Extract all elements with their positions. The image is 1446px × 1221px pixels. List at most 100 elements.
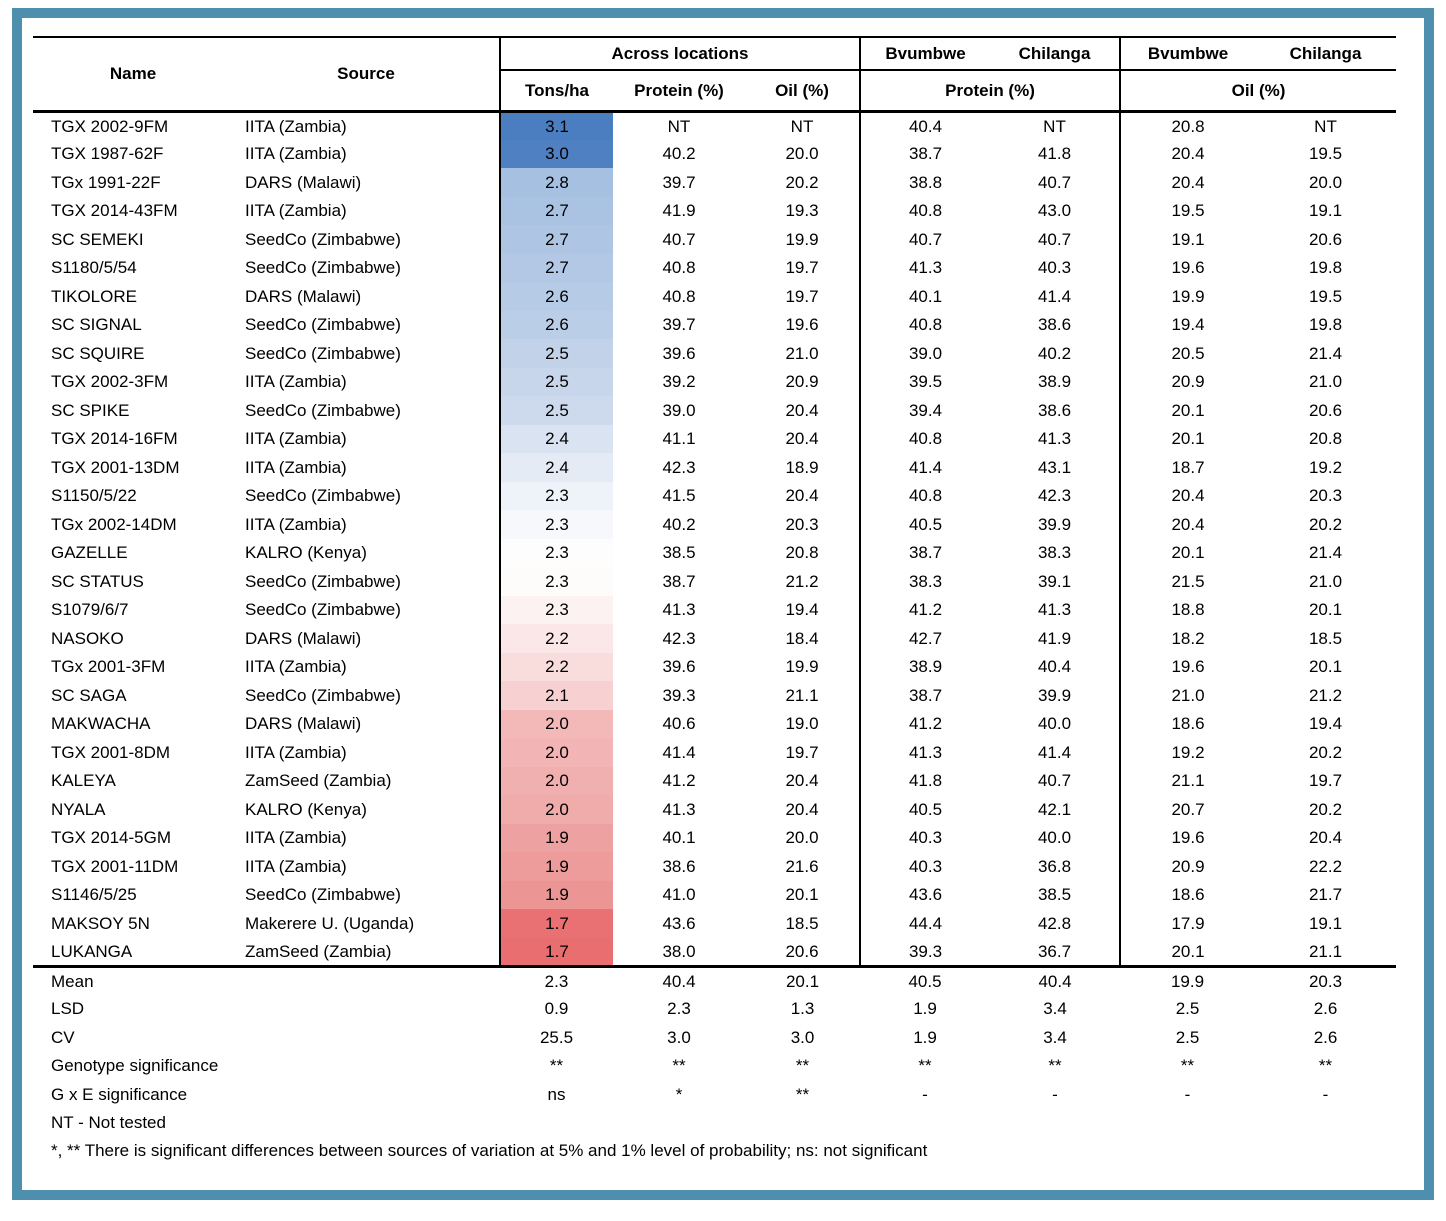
variety-name-cell: TGX 2014-43FM: [51, 201, 178, 221]
table-row: TGx 2002-14DM IITA (Zambia) 2.3 40.2 20.3 40.…: [33, 510, 1396, 539]
summary-value-cell: 1.9: [913, 999, 937, 1019]
tons-cell: 2.2: [499, 652, 613, 681]
variety-name-cell: TGX 2002-3FM: [51, 372, 169, 392]
header-across-locations: Across locations: [498, 36, 861, 71]
summary-value-cell: -: [1052, 1084, 1058, 1104]
bvumbwe-protein-cell: 38.7: [859, 139, 991, 168]
variety-name-cell: TGX 2002-9FM: [51, 116, 169, 136]
oil-cell: NT: [790, 116, 814, 136]
tons-cell: 1.9: [499, 823, 613, 852]
chilanga-protein-cell: 41.9: [1037, 628, 1072, 648]
bvumbwe-oil-cell: 20.5: [1119, 339, 1256, 368]
variety-name-cell: TGx 2002-14DM: [51, 514, 177, 534]
summary-value-cell: 3.4: [1043, 1027, 1067, 1047]
bvumbwe-protein-cell: 40.7: [859, 225, 991, 254]
table-row: TGx 2001-3FM IITA (Zambia) 2.2 39.6 19.9 38.9…: [33, 652, 1396, 681]
header-bvumbwe-oil: Bvumbwe: [1119, 36, 1256, 71]
source-cell: IITA (Zambia): [245, 514, 347, 534]
oil-cell: 20.1: [785, 885, 819, 905]
chilanga-protein-cell: 36.8: [1037, 856, 1072, 876]
chilanga-oil-cell: 20.2: [1308, 514, 1343, 534]
bvumbwe-oil-cell: 20.1: [1119, 396, 1256, 425]
table-row: TIKOLORE DARS (Malawi) 2.6 40.8 19.7 40.1 41.4…: [33, 282, 1396, 311]
header-source: Source: [233, 36, 500, 113]
bvumbwe-oil-cell: 21.1: [1119, 766, 1256, 795]
protein-cell: 40.6: [662, 714, 696, 734]
bvumbwe-protein-cell: 40.8: [859, 424, 991, 453]
chilanga-protein-cell: 40.7: [1037, 771, 1072, 791]
bvumbwe-protein-cell: 41.8: [859, 766, 991, 795]
bvumbwe-protein-cell: 39.0: [859, 339, 991, 368]
protein-cell: 41.4: [662, 742, 696, 762]
protein-cell: 39.3: [662, 685, 696, 705]
chilanga-protein-cell: 40.0: [1037, 714, 1072, 734]
bvumbwe-protein-cell: 38.3: [859, 567, 991, 596]
bvumbwe-protein-cell: 41.2: [859, 709, 991, 738]
tons-cell: 2.2: [499, 624, 613, 653]
oil-cell: 20.9: [785, 372, 819, 392]
chilanga-oil-cell: 20.6: [1308, 400, 1343, 420]
summary-row: CV 25.5 3.0 3.0 1.9 3.4 2.5 2.6: [33, 1023, 1396, 1052]
chilanga-protein-cell: 39.9: [1037, 514, 1072, 534]
source-cell: IITA (Zambia): [245, 828, 347, 848]
variety-name-cell: TIKOLORE: [51, 286, 137, 306]
chilanga-protein-cell: 40.7: [1037, 172, 1072, 192]
summary-value-cell: 40.5: [908, 971, 942, 991]
oil-cell: 19.4: [785, 600, 819, 620]
bvumbwe-oil-cell: 19.1: [1119, 225, 1256, 254]
bvumbwe-oil-cell: 20.8: [1119, 111, 1256, 140]
protein-cell: 39.6: [662, 657, 696, 677]
table-notes: NT - Not tested *, ** There is significa…: [33, 1109, 1396, 1165]
variety-name-cell: S1146/5/25: [51, 885, 137, 905]
oil-cell: 18.4: [785, 628, 819, 648]
bvumbwe-oil-cell: 18.6: [1119, 880, 1256, 909]
source-cell: IITA (Zambia): [245, 742, 347, 762]
bvumbwe-oil-cell: 19.5: [1119, 196, 1256, 225]
oil-cell: 20.4: [785, 429, 819, 449]
summary-value-cell: 2.5: [1175, 999, 1200, 1019]
chilanga-protein-cell: 38.6: [1037, 400, 1072, 420]
chilanga-oil-cell: 20.2: [1308, 799, 1343, 819]
oil-cell: 21.1: [785, 685, 819, 705]
summary-value-cell: 19.9: [1170, 971, 1205, 991]
chilanga-protein-cell: 38.3: [1037, 543, 1072, 563]
summary-value-cell: 3.0: [790, 1027, 815, 1047]
variety-name-cell: TGx 2001-3FM: [51, 657, 166, 677]
summary-label: LSD: [51, 999, 85, 1019]
chilanga-oil-cell: 21.0: [1308, 571, 1343, 591]
summary-value-cell: **: [1048, 1056, 1062, 1076]
summary-row: LSD 0.9 2.3 1.3 1.9 3.4 2.5 2.6: [33, 995, 1396, 1024]
source-cell: ZamSeed (Zambia): [245, 771, 392, 791]
source-cell: SeedCo (Zimbabwe): [245, 315, 401, 335]
oil-cell: 19.7: [785, 258, 819, 278]
chilanga-oil-cell: NT: [1314, 116, 1337, 136]
chilanga-protein-cell: 40.3: [1037, 258, 1072, 278]
source-cell: DARS (Malawi): [245, 172, 362, 192]
bvumbwe-protein-cell: 39.3: [859, 937, 991, 968]
table-row: LUKANGA ZamSeed (Zambia) 1.7 38.0 20.6 39.3 36…: [33, 937, 1397, 968]
summary-row: Genotype significance ** ** ** ** ** ** **: [33, 1052, 1396, 1081]
chilanga-protein-cell: 36.7: [990, 937, 1121, 968]
oil-cell: 19.7: [785, 286, 819, 306]
bvumbwe-protein-cell: 44.4: [859, 909, 991, 938]
protein-cell: 43.6: [662, 913, 696, 933]
tons-cell: 2.5: [499, 367, 613, 396]
table-row: TGX 2001-11DM IITA (Zambia) 1.9 38.6 21.6 40.…: [33, 852, 1396, 881]
summary-value-cell: 2.3: [667, 999, 691, 1019]
bvumbwe-protein-cell: 41.2: [859, 595, 991, 624]
tons-cell: 2.3: [499, 595, 613, 624]
protein-cell: 41.3: [662, 799, 696, 819]
tons-cell: 2.1: [499, 681, 613, 710]
variety-name-cell: TGX 1987-62F: [51, 144, 164, 164]
tons-cell: 2.0: [499, 738, 613, 767]
chilanga-oil-cell: 20.1: [1308, 600, 1343, 620]
variety-name-cell: TGX 2014-5GM: [51, 828, 171, 848]
chilanga-oil-cell: 19.1: [1308, 201, 1343, 221]
source-cell: IITA (Zambia): [245, 116, 347, 136]
source-cell: DARS (Malawi): [245, 714, 362, 734]
source-cell: SeedCo (Zimbabwe): [245, 343, 401, 363]
protein-cell: 41.2: [662, 771, 696, 791]
chilanga-protein-cell: NT: [1043, 116, 1066, 136]
protein-cell: 38.6: [662, 856, 696, 876]
table-row: SC STATUS SeedCo (Zimbabwe) 2.3 38.7 21.2 38.…: [33, 567, 1396, 596]
